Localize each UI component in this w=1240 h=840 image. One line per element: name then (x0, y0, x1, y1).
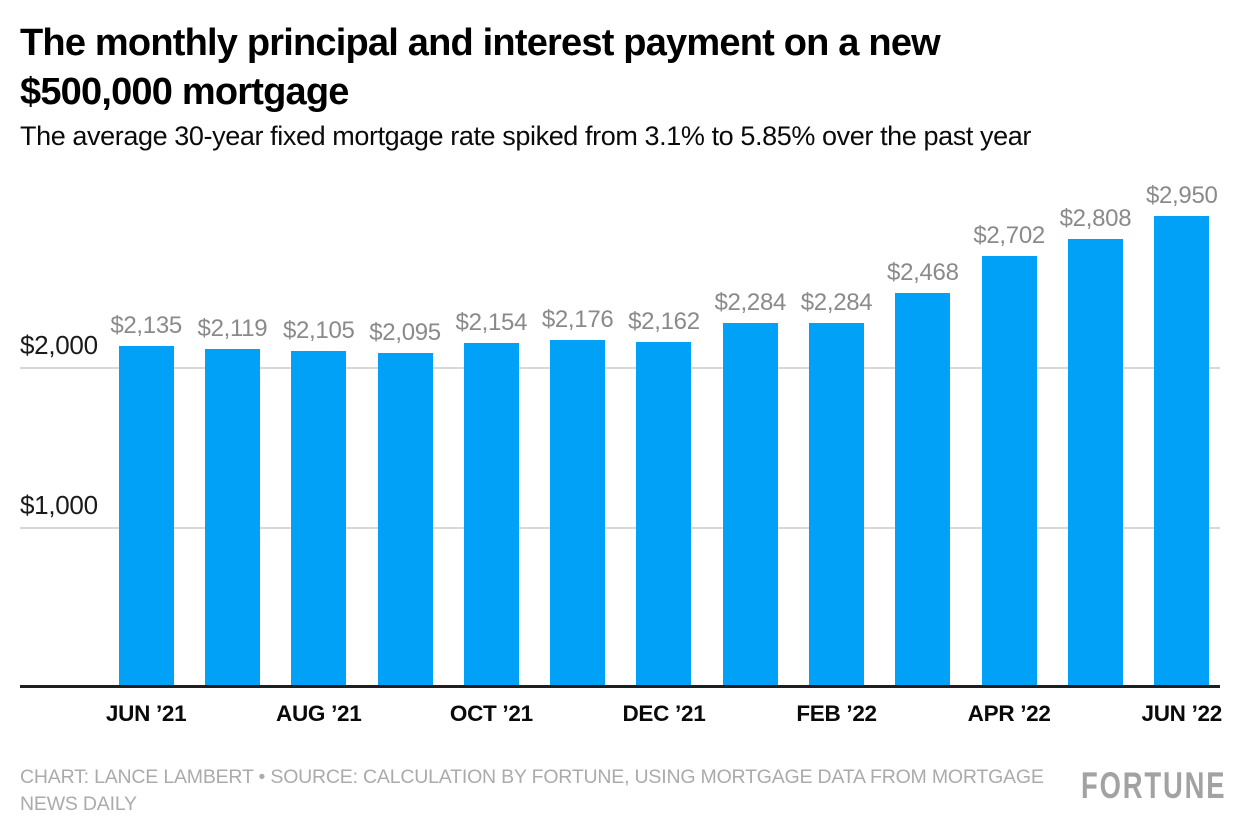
bar-value-label: $2,284 (800, 288, 873, 316)
bar-value-label: $2,119 (197, 314, 268, 342)
y-tick-label: $2,000 (20, 330, 98, 360)
x-tick-label: AUG ’21 (276, 701, 362, 726)
bar[interactable] (722, 322, 778, 685)
bar[interactable] (463, 343, 519, 685)
bar-value-label: $2,162 (628, 308, 700, 336)
bar-value-label: $2,808 (1059, 204, 1132, 232)
bar[interactable] (204, 348, 260, 685)
bar-value-label: $2,284 (714, 288, 787, 316)
bar-value-label: $2,176 (541, 305, 614, 333)
bar[interactable] (895, 293, 951, 685)
bar-value-label: $2,154 (455, 309, 528, 337)
y-tick-label: $1,000 (20, 490, 98, 520)
bar-value-label: $2,105 (282, 317, 355, 345)
chart-title-line2: $500,000 mortgage (20, 71, 349, 113)
x-tick-label: APR ’22 (967, 701, 1051, 726)
x-tick-label: JUN ’21 (105, 701, 187, 726)
bar[interactable] (1154, 216, 1210, 685)
bar[interactable] (1067, 238, 1123, 685)
x-tick-label: OCT ’21 (449, 701, 533, 726)
chart-title: The monthly principal and interest payme… (20, 19, 941, 117)
bar[interactable] (981, 255, 1037, 685)
x-tick-label: DEC ’21 (622, 701, 706, 726)
bar-value-label: $2,095 (369, 318, 441, 346)
source-credit: CHART: LANCE LAMBERT • SOURCE: CALCULATI… (20, 766, 1044, 815)
bar-value-label: $2,702 (973, 221, 1045, 249)
x-tick-label: FEB ’22 (796, 701, 877, 726)
bar[interactable] (636, 342, 692, 685)
x-axis-baseline (20, 685, 1220, 688)
bar-value-label: $2,135 (110, 312, 182, 340)
chart-title-line1: The monthly principal and interest payme… (20, 22, 941, 64)
bar-value-label: $2,468 (887, 259, 959, 287)
chart-subtitle: The average 30-year fixed mortgage rate … (20, 121, 1031, 151)
bar-value-label: $2,950 (1145, 182, 1218, 209)
fortune-logo: FORTUNE (1080, 765, 1226, 806)
gridline (20, 367, 1220, 369)
bar[interactable] (550, 339, 606, 685)
gridline (20, 527, 1220, 529)
bar[interactable] (291, 351, 347, 685)
bar[interactable] (809, 322, 865, 685)
bar[interactable] (377, 352, 433, 685)
x-tick-label: JUN ’22 (1141, 701, 1223, 726)
bar[interactable] (118, 346, 174, 685)
